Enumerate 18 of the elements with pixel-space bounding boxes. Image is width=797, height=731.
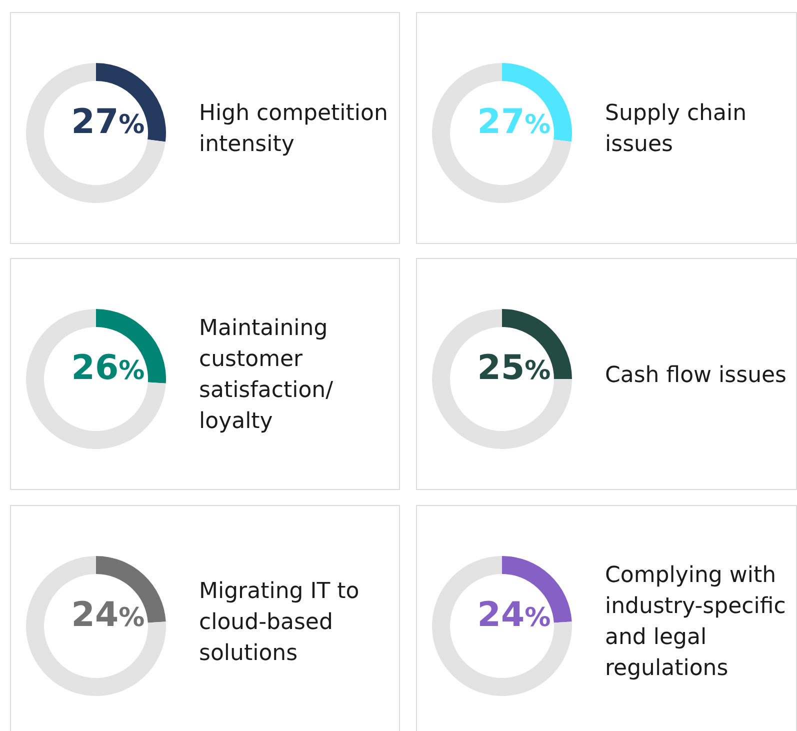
slice-label: High competition intensity	[199, 100, 389, 159]
donut-slice	[432, 309, 572, 449]
data-label: 25%	[476, 347, 552, 390]
data-label: 27%	[476, 101, 552, 144]
data-label: 26%	[70, 347, 146, 390]
slice-label: Complying with industry-specific and legal regulations	[605, 562, 787, 683]
slice-label: Migrating IT to cloud-based solutions	[199, 578, 360, 668]
donut-slice	[26, 63, 166, 203]
donut-slice	[26, 556, 166, 696]
data-label: 24%	[70, 594, 146, 637]
donut-slice	[26, 309, 166, 449]
slice-label: Cash flow issues	[605, 362, 787, 390]
data-label: 27%	[70, 101, 146, 144]
donut-slice	[432, 63, 572, 203]
donut-slice	[432, 556, 572, 696]
slice-label: Maintaining customer satisfaction/ loyalty	[199, 315, 334, 436]
slice-label: Supply chain issues	[605, 100, 748, 159]
data-label: 24%	[476, 594, 552, 637]
